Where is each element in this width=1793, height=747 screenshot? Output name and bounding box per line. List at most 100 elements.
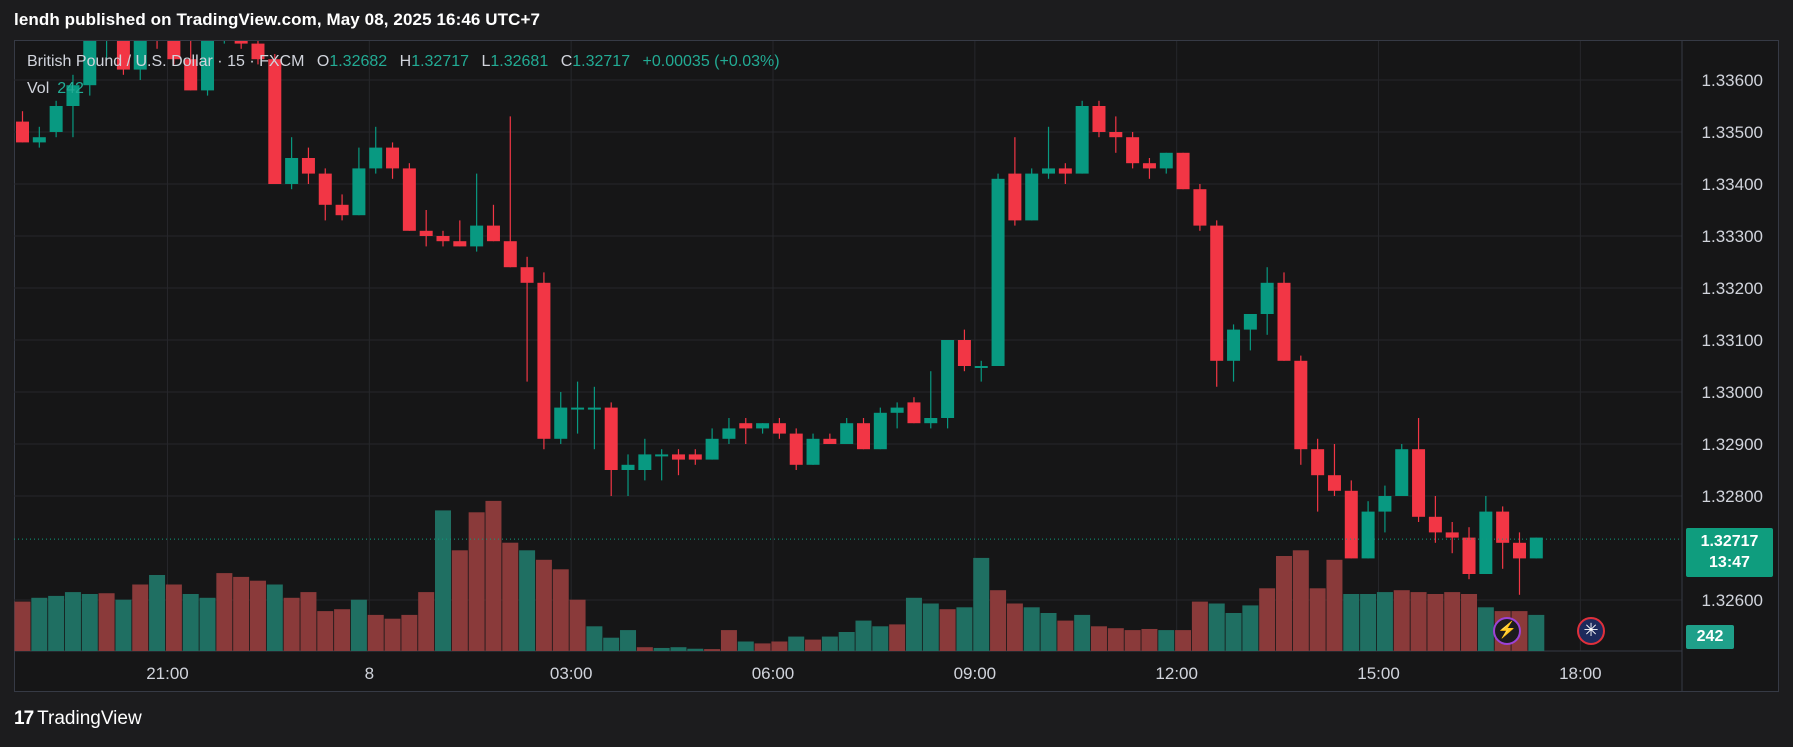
candlestick-chart[interactable]: 1.33600 1.33500 1.33400 1.33300 1.33200 1.331…	[0, 0, 1793, 700]
price-tick-label: 1.32800	[1702, 487, 1763, 506]
volume-bar	[149, 575, 166, 651]
volume-bar	[1309, 588, 1326, 651]
volume-bar	[704, 649, 721, 651]
volume-bar	[384, 618, 401, 651]
volume-bar	[569, 599, 586, 651]
candle-body	[941, 340, 955, 418]
candle-body	[1159, 152, 1173, 169]
candle-body	[587, 407, 601, 410]
change-value: +0.00035 (+0.03%)	[642, 53, 780, 70]
candle-body	[318, 173, 332, 205]
candle-body	[49, 106, 63, 132]
candle-body	[907, 402, 921, 424]
time-tick-label: 15:00	[1357, 664, 1400, 683]
volume-bar	[620, 630, 637, 651]
volume-bar	[670, 647, 687, 651]
volume-label[interactable]: Vol	[27, 80, 50, 97]
candle-body	[655, 454, 669, 457]
volume-bar	[48, 595, 65, 651]
volume-bar	[132, 584, 149, 651]
candle-body	[1445, 532, 1459, 538]
volume-bar	[300, 592, 317, 651]
candle-body	[1294, 360, 1308, 450]
candle-body	[974, 366, 988, 368]
candle-body	[184, 59, 198, 91]
price-tick-label: 1.33500	[1702, 123, 1763, 142]
volume-bar	[1057, 620, 1074, 651]
candle-body	[66, 85, 80, 106]
volume-bar	[199, 597, 216, 651]
plot-area	[14, 28, 1545, 651]
volume-bar	[1360, 594, 1377, 651]
bar-countdown: 13:47	[1709, 554, 1750, 571]
volume-bar	[435, 510, 451, 651]
candle-body	[772, 423, 786, 434]
volume-bar	[973, 557, 990, 651]
candle-body	[873, 412, 887, 450]
candle-body	[285, 158, 299, 184]
volume-tag: 242	[1686, 625, 1734, 649]
candle-body	[251, 43, 265, 60]
candle-body	[1529, 537, 1543, 559]
volume-value: 242	[57, 80, 84, 97]
volume-bar	[519, 550, 536, 651]
candle-body	[1479, 511, 1493, 574]
volume-bar	[31, 597, 48, 651]
volume-bar	[14, 601, 31, 651]
uk-flag-event-icon[interactable]: ✳	[1577, 617, 1605, 645]
candle-body	[402, 168, 416, 231]
volume-bar	[350, 599, 367, 651]
candle-body	[419, 230, 433, 236]
close-value: 1.32717	[572, 53, 631, 70]
candle-body	[1176, 152, 1190, 190]
candle-body	[1327, 475, 1341, 491]
candle-body	[1075, 106, 1089, 174]
candle-body	[100, 28, 113, 38]
candle-body	[167, 41, 181, 60]
candle-body	[1008, 173, 1022, 221]
close-key: C	[560, 53, 573, 70]
volume-bar	[1090, 626, 1107, 651]
volume-bar	[653, 647, 670, 651]
volume-bar	[1074, 614, 1091, 651]
footer-brand[interactable]: 17 TradingView	[14, 708, 142, 730]
time-tick-label: 18:00	[1559, 664, 1602, 683]
price-tick-label: 1.33400	[1702, 175, 1763, 194]
volume-bar	[1444, 592, 1461, 651]
volume-bar	[418, 592, 435, 651]
candle-body	[890, 407, 904, 413]
high-value: 1.32717	[411, 53, 470, 70]
brand-name: TradingView	[37, 708, 142, 729]
candle-body	[369, 147, 383, 169]
symbol-name[interactable]: British Pound / U.S. Dollar · 15 · FXCM	[27, 53, 305, 70]
volume-bar	[1191, 601, 1208, 651]
price-tick-label: 1.33200	[1702, 279, 1763, 298]
volume-bar	[1107, 628, 1124, 651]
volume-bar	[855, 620, 872, 651]
candle-body	[1311, 449, 1325, 476]
candle-body	[453, 241, 467, 247]
candle-body	[1243, 314, 1257, 330]
candle-body	[1142, 163, 1156, 169]
low-key: L	[481, 53, 491, 70]
candle-body	[116, 41, 130, 70]
candle-body	[16, 121, 29, 143]
volume-bar	[182, 594, 199, 651]
candle-body	[486, 225, 500, 242]
candle-body	[1260, 282, 1274, 314]
candle-body	[1109, 132, 1123, 138]
candle-body	[1512, 542, 1526, 559]
volume-bar	[1023, 607, 1040, 651]
candle-body	[1126, 137, 1140, 164]
lightning-event-icon[interactable]: ⚡	[1493, 617, 1521, 645]
candle-body	[671, 454, 685, 460]
volume-bar	[805, 639, 822, 651]
candle-body	[268, 59, 282, 185]
candle-body	[301, 158, 315, 174]
volume-bar	[1410, 592, 1427, 651]
candle-body	[1025, 173, 1039, 221]
volume-bar	[1276, 556, 1292, 651]
price-tick-label: 1.32900	[1702, 435, 1763, 454]
volume-bar	[872, 626, 889, 651]
candle-body	[436, 236, 450, 242]
